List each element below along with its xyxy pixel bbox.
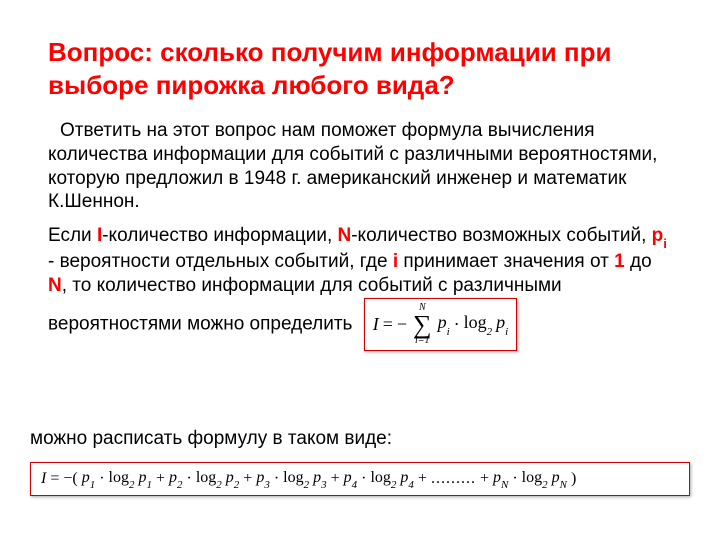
f-p: pi — [438, 311, 450, 337]
lf-eq: = −( — [50, 470, 77, 488]
f-p2: pi — [496, 311, 508, 337]
paragraph-1: Ответить на этот вопрос нам поможет форм… — [48, 119, 672, 214]
term-N: pN — [493, 469, 508, 489]
sigma-symbol: ∑ — [413, 313, 432, 336]
f-lhs: I — [373, 313, 379, 336]
paragraph-2: Если I-количество информации, N-количест… — [48, 224, 672, 351]
sym-pi: pi — [652, 225, 667, 246]
sym-N: N — [338, 225, 352, 246]
expanded-formula-container: I = −( p1 · log2 p1 + p2 · log2 p2 + p3 … — [30, 462, 690, 496]
p2-f: до — [625, 251, 652, 272]
slide-title: Вопрос: сколько получим информации при в… — [48, 36, 672, 101]
sigma-icon: N ∑ i=1 — [413, 303, 432, 346]
sigma-bottom: i=1 — [415, 336, 430, 346]
sym-1: 1 — [614, 251, 625, 272]
expand-caption: можно расписать формулу в таком виде: — [30, 428, 392, 450]
f-log: log2 — [464, 311, 493, 337]
expanded-formula: I = −( p1 · log2 p1 + p2 · log2 p2 + p3 … — [41, 469, 679, 489]
p2-a: Если — [48, 225, 97, 246]
lf-lhs: I — [41, 470, 46, 488]
p2-e: принимает значения от — [398, 251, 614, 272]
sym-N2: N — [48, 275, 62, 296]
term-3: p3 — [256, 469, 270, 489]
f-dot: · — [454, 313, 460, 336]
lf-dots: ......... — [431, 470, 476, 488]
p2-d: - вероятности отдельных событий, где — [48, 251, 393, 272]
p2-c: -количество возможных событий, — [351, 225, 651, 246]
term-1: p1 — [82, 469, 96, 489]
lf-close: ) — [571, 470, 576, 488]
shannon-formula-box: I = − N ∑ i=1 pi · log2 pi — [364, 298, 518, 351]
f-minus: − — [397, 313, 407, 336]
shannon-formula: I = − N ∑ i=1 pi · log2 pi — [373, 303, 509, 346]
expanded-formula-box: I = −( p1 · log2 p1 + p2 · log2 p2 + p3 … — [30, 462, 690, 496]
f-eq: = — [383, 313, 393, 336]
slide: Вопрос: сколько получим информации при в… — [0, 0, 720, 540]
term-2: p2 — [169, 469, 183, 489]
term-4: p4 — [344, 469, 358, 489]
body-text: Ответить на этот вопрос нам поможет форм… — [48, 119, 672, 351]
p2-b: -количество информации, — [102, 225, 337, 246]
